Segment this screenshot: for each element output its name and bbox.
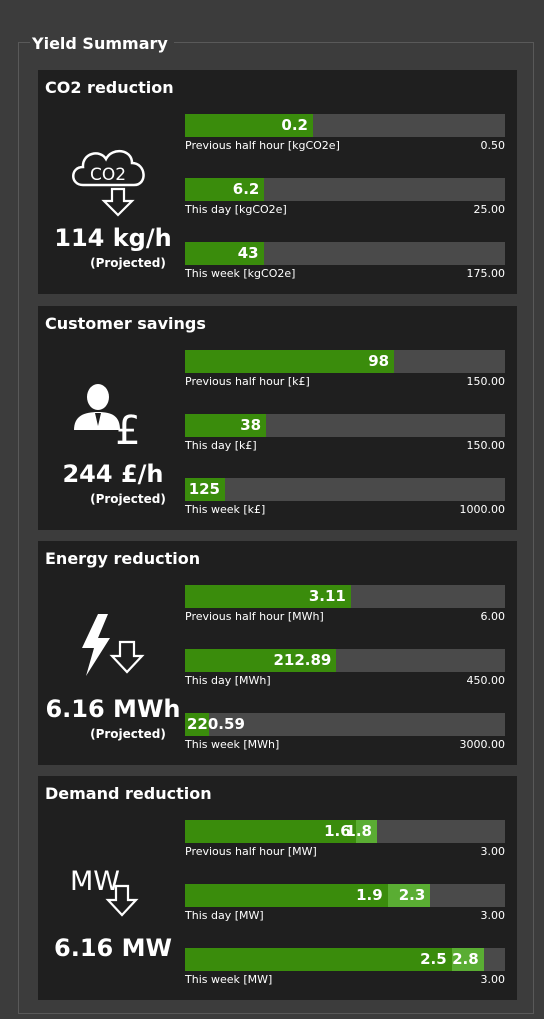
cloud <box>72 150 145 187</box>
bar-track: 2.5 2.8 <box>185 948 505 971</box>
bar-max: 450.00 <box>466 674 506 687</box>
bar-max: 150.00 <box>466 375 506 388</box>
bar-label: This day [MWh] <box>185 674 271 687</box>
panel-title: Customer savings <box>45 314 206 333</box>
metric: 244 £/h <box>62 460 164 488</box>
bar-value: 0.2 <box>281 116 308 134</box>
bar-label: Previous half hour [MWh] <box>185 610 324 623</box>
bar <box>185 649 337 672</box>
bar <box>185 820 356 843</box>
bar-value: 6.2 <box>232 180 260 198</box>
bar <box>185 884 388 907</box>
bar-label: This day [MW] <box>185 909 264 922</box>
bar <box>185 713 209 736</box>
bar-value: 2.3 <box>398 886 426 904</box>
projected-note: (Projected) <box>90 492 166 506</box>
bar-value: 3.11 <box>308 587 346 605</box>
bar <box>185 350 395 373</box>
bar-value: 220.59 <box>187 715 245 733</box>
bar-label: This week [MWh] <box>185 738 280 751</box>
bar-track: 3.11 <box>185 585 505 608</box>
bar-label: Previous half hour [k£] <box>185 375 310 388</box>
down-arrow <box>109 640 145 674</box>
bar-label: Previous half hour [MW] <box>185 845 317 858</box>
bar-label: This week [MW] <box>185 973 273 986</box>
bar-label: This day [k£] <box>185 439 257 452</box>
panel-title: Demand reduction <box>45 784 212 803</box>
bar <box>185 414 267 437</box>
bar-track: 125 <box>185 478 505 501</box>
pound-sign: £ <box>115 408 140 454</box>
bar-value: 212.89 <box>273 651 332 669</box>
bar-max: 175.00 <box>466 267 506 280</box>
bar <box>185 114 313 137</box>
bar-max: 3.00 <box>480 845 506 858</box>
bar-value: 2.5 <box>420 950 447 968</box>
bar <box>185 478 225 501</box>
projected-note: (Projected) <box>90 727 166 741</box>
frame <box>18 42 534 1014</box>
tie <box>95 413 101 426</box>
icon-text: CO2 <box>90 165 126 185</box>
panel: CO2 reduction 114 kg/h (Projected) 0.2 Previ… <box>38 70 517 294</box>
bar-value: 98 <box>368 352 390 370</box>
bar-track: 212.89 <box>185 649 505 672</box>
down-arrow <box>105 884 139 917</box>
bar-track: 1.9 2.3 <box>185 884 505 907</box>
panel: Demand reduction 6.16 MW 1.6 1.8 Previous ha… <box>38 776 517 1000</box>
bar-value: 38 <box>240 416 262 434</box>
bar-track: 6.2 <box>185 178 505 201</box>
down-arrow <box>101 187 135 217</box>
bar-value: 125 <box>188 480 220 498</box>
metric: 6.16 MW <box>54 934 172 962</box>
bar-max: 150.00 <box>466 439 506 452</box>
bar-value: 43 <box>237 244 259 262</box>
bar-value: 2.8 <box>452 950 479 968</box>
bar-track: 43 <box>185 242 505 265</box>
bar-value: 1.8 <box>345 822 372 840</box>
bolt <box>82 614 110 676</box>
bar-value: 1.6 <box>324 822 351 840</box>
bar-track: 220.59 <box>185 713 505 736</box>
bar-label: This week [k£] <box>185 503 266 516</box>
bar-max: 25.00 <box>473 203 506 216</box>
group-title: Yield Summary <box>30 34 174 53</box>
panel: Energy reduction 6.16 MWh (Projected) 3.11 P… <box>38 541 517 765</box>
person-icon: £ <box>74 384 141 454</box>
bar-label: This day [kgCO2e] <box>185 203 287 216</box>
bar-track: 38 <box>185 414 505 437</box>
mw-icon: MW <box>70 866 139 917</box>
bar-max: 0.50 <box>480 139 506 152</box>
bar-track: 0.2 <box>185 114 505 137</box>
metric: 6.16 MWh <box>45 695 181 723</box>
bar-value: 1.9 <box>356 886 383 904</box>
panel: Customer savings 244 £/h (Projected) 98 Prev… <box>38 306 517 530</box>
panel-title: Energy reduction <box>45 549 201 568</box>
bar <box>185 178 265 201</box>
bar-max: 3.00 <box>480 973 506 986</box>
bar-max: 6.00 <box>480 610 506 623</box>
bar <box>185 948 452 971</box>
bar-max: 3.00 <box>480 909 506 922</box>
bar-label: Previous half hour [kgCO2e] <box>185 139 340 152</box>
bar-label: This week [kgCO2e] <box>185 267 296 280</box>
bar <box>185 585 351 608</box>
head <box>87 384 109 410</box>
bar <box>185 242 264 265</box>
icon-text: MW <box>70 866 120 897</box>
co2-icon: CO2 <box>72 150 145 217</box>
bar-track: 1.6 1.8 <box>185 820 505 843</box>
bar-max: 3000.00 <box>459 738 506 751</box>
projected-note: (Projected) <box>90 256 166 270</box>
bar-max: 1000.00 <box>459 503 506 516</box>
metric: 114 kg/h <box>54 224 172 252</box>
energy-icon <box>82 614 145 676</box>
bar-track: 98 <box>185 350 505 373</box>
panel-title: CO2 reduction <box>45 78 174 97</box>
